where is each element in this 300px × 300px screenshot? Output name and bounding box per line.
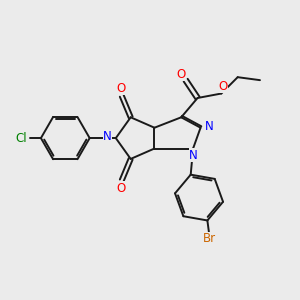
Text: O: O xyxy=(176,68,185,81)
Text: N: N xyxy=(103,130,112,143)
Text: N: N xyxy=(189,148,198,162)
Text: O: O xyxy=(218,80,227,93)
Text: N: N xyxy=(205,120,213,133)
Text: O: O xyxy=(116,182,126,194)
Text: Cl: Cl xyxy=(16,132,27,145)
Text: Br: Br xyxy=(203,232,216,245)
Text: O: O xyxy=(116,82,126,95)
